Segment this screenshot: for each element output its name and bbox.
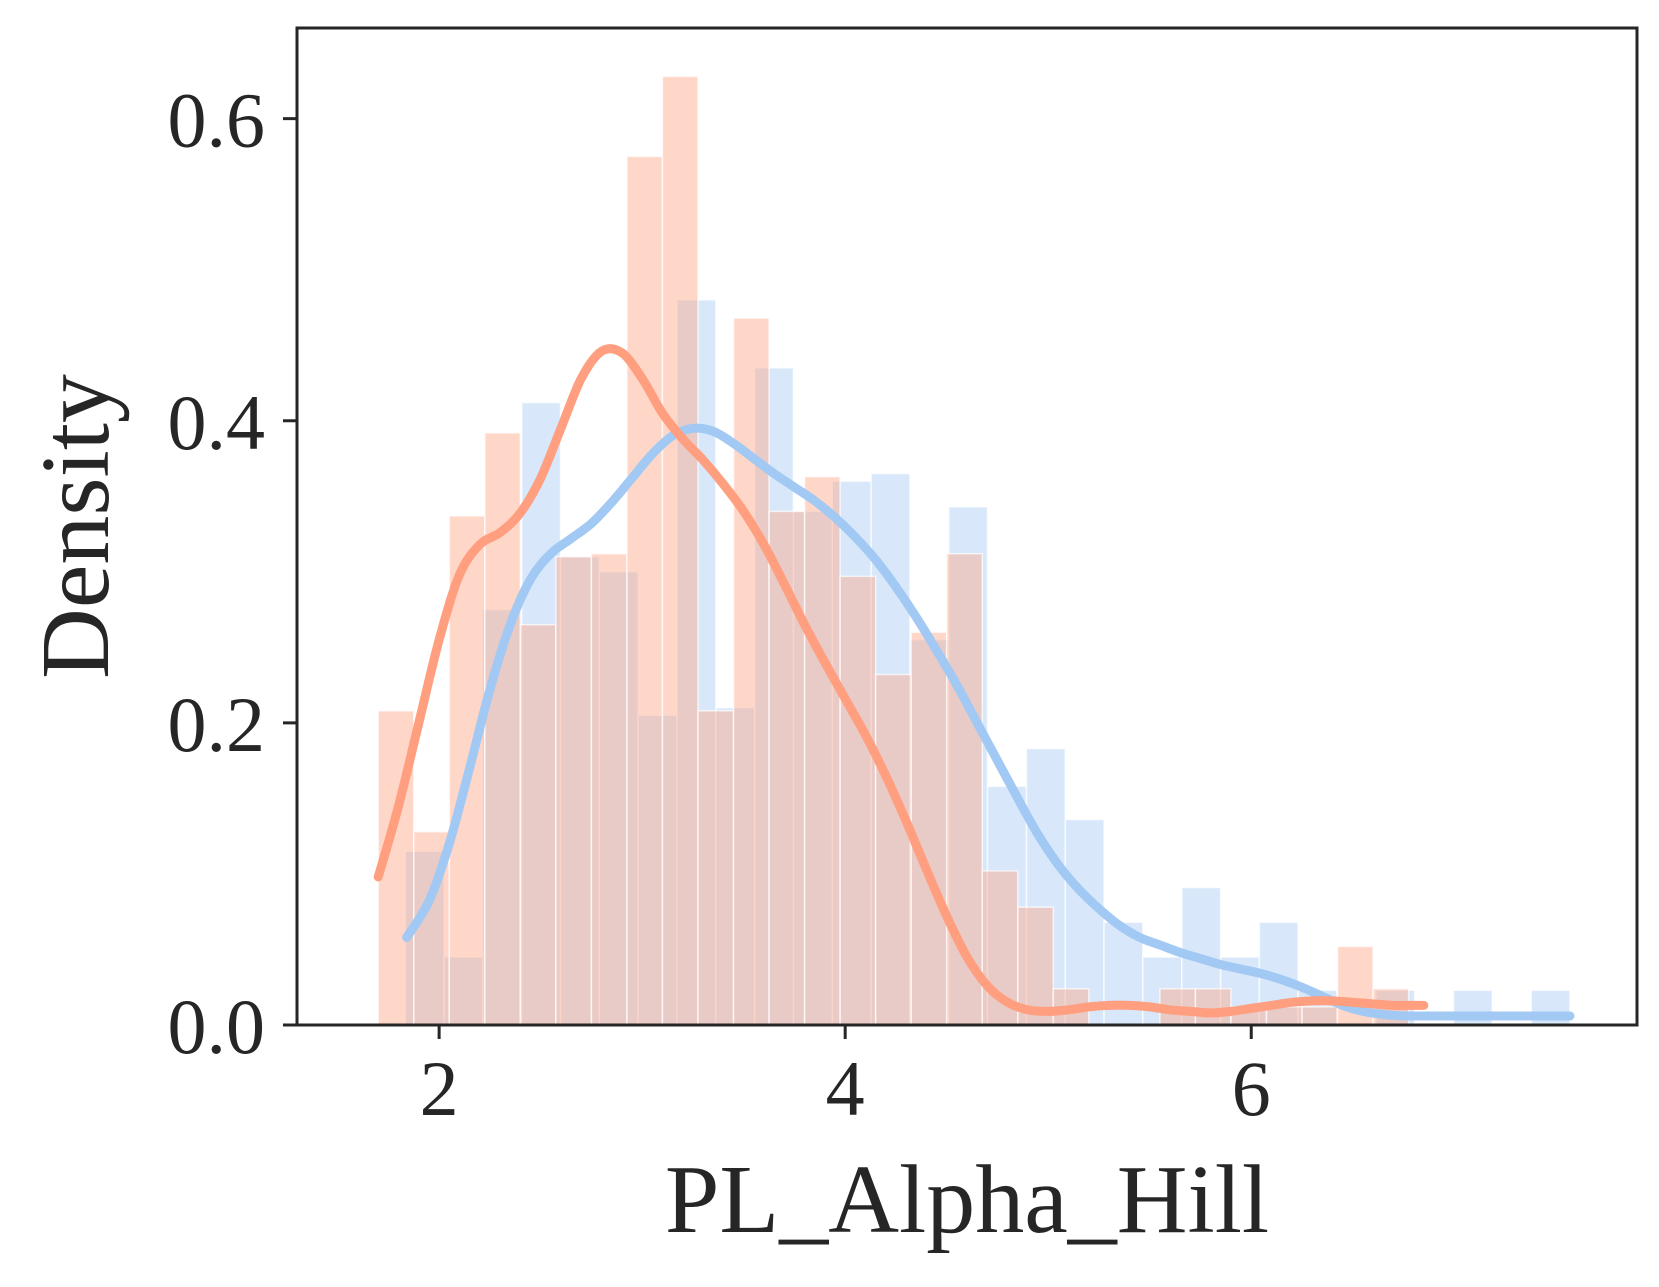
histogram-bar-series-2 [661, 75, 699, 1026]
histogram-bar-series-2 [803, 475, 841, 1026]
histogram-bar-series-2 [1194, 988, 1232, 1026]
histogram-bar-series-1 [1025, 747, 1067, 1026]
x-tick-label: 4 [826, 1045, 865, 1132]
histogram-bar-series-2 [626, 155, 664, 1026]
histogram-bar-series-2 [484, 432, 522, 1026]
histogram-bar-series-2 [697, 710, 735, 1026]
axis-ticks: 2 4 6 0.0 0.2 0.4 0.6 [168, 77, 1271, 1132]
histogram-bar-series-2 [874, 673, 912, 1026]
histogram-bar-series-1 [676, 299, 717, 1026]
histogram-bar-series-2 [590, 552, 628, 1026]
y-tick-label: 0.2 [168, 681, 266, 768]
histogram-bar-series-2 [555, 555, 593, 1026]
histogram-bar-series-2 [1301, 1006, 1339, 1026]
kde-curves [373, 344, 1575, 1021]
y-tick-label: 0.6 [168, 77, 266, 164]
y-tick-label: 0.4 [168, 379, 266, 466]
y-tick-label: 0.0 [168, 983, 266, 1070]
kde-curve-series-2 [373, 344, 1429, 1018]
histogram-bar-series-1 [986, 785, 1028, 1026]
histogram-bar-series-2 [519, 623, 557, 1026]
histogram-bar-series-1 [1064, 818, 1105, 1026]
x-tick-label: 2 [420, 1045, 459, 1132]
histogram-bar-series-2 [910, 631, 948, 1026]
histogram-bar-series-2 [732, 317, 770, 1026]
histogram-bar-series-2 [839, 575, 877, 1026]
y-axis-title: Density [22, 374, 130, 679]
kde-curve-series-1 [402, 423, 1575, 1021]
histogram-bar-series-1 [598, 571, 639, 1026]
plot-frame [295, 26, 1639, 1027]
x-tick-label: 6 [1232, 1045, 1271, 1132]
histogram-bar-series-1 [443, 956, 484, 1026]
histogram-bar-series-1 [831, 480, 872, 1026]
x-axis-title: PL_Alpha_Hill [665, 1146, 1269, 1254]
